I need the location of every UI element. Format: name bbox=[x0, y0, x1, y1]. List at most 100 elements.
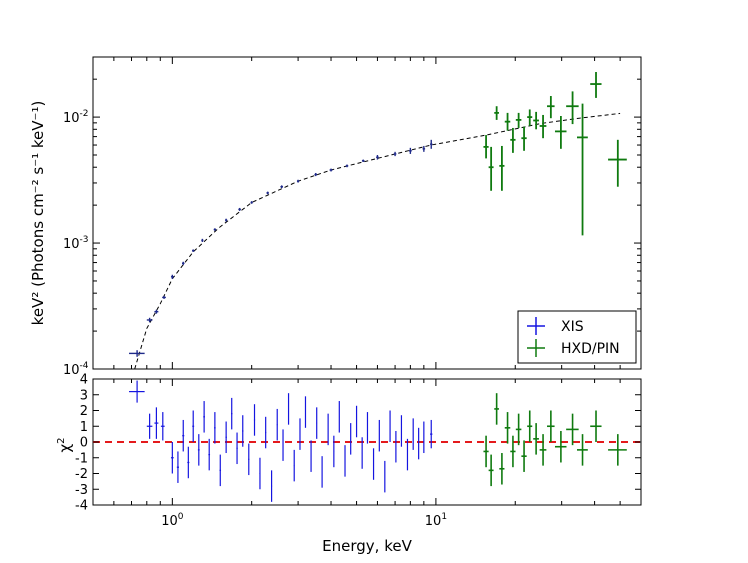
pin-residual bbox=[483, 435, 489, 468]
pin-residual bbox=[539, 434, 547, 466]
y-tick-label-exponent: -3 bbox=[80, 235, 89, 245]
residual-points bbox=[129, 380, 627, 502]
spectrum-y-axis-label: keV² (Photons cm⁻² s⁻¹ keV⁻¹) bbox=[29, 101, 47, 326]
pin-point bbox=[608, 139, 627, 187]
y-tick-label-base: 10 bbox=[63, 111, 80, 126]
xis-residual bbox=[231, 397, 233, 430]
xis-residual bbox=[287, 393, 290, 425]
legend-marker-pin bbox=[527, 339, 545, 357]
xis-residual bbox=[192, 410, 195, 442]
pin-point bbox=[494, 106, 499, 120]
xis-point bbox=[393, 151, 397, 157]
legend-label-pin: HXD/PIN bbox=[561, 341, 620, 357]
y-tick-label: -2 bbox=[75, 467, 88, 482]
pin-residual bbox=[576, 434, 588, 466]
pin-point bbox=[483, 135, 489, 159]
xis-residual bbox=[430, 419, 433, 449]
xis-residual bbox=[310, 440, 312, 472]
pin-residual bbox=[488, 454, 494, 487]
xis-residual bbox=[276, 408, 278, 441]
pin-point bbox=[488, 146, 494, 191]
xis-point bbox=[238, 207, 241, 211]
y-tick-label-base: 10 bbox=[63, 363, 80, 378]
y-tick-label: 3 bbox=[80, 388, 88, 403]
xis-point bbox=[146, 317, 153, 323]
xis-point bbox=[361, 159, 365, 163]
legend: XIS HXD/PIN bbox=[517, 310, 637, 364]
xis-residual bbox=[154, 407, 159, 439]
xis-residual bbox=[338, 401, 340, 433]
xis-residual bbox=[282, 429, 284, 461]
xis-residual bbox=[259, 457, 261, 490]
pin-point bbox=[547, 96, 555, 119]
xis-residual bbox=[321, 456, 323, 488]
pin-residual bbox=[504, 412, 511, 444]
y-tick-label: 10-3 bbox=[63, 235, 89, 252]
pin-point bbox=[510, 127, 516, 153]
pin-residual bbox=[527, 410, 533, 442]
y-tick-label: 2 bbox=[80, 404, 88, 419]
xis-point bbox=[314, 172, 318, 177]
x-axis-label: Energy, keV bbox=[322, 537, 412, 555]
y-tick-label: 0 bbox=[80, 436, 88, 451]
pin-point bbox=[504, 112, 511, 131]
xis-residual bbox=[182, 419, 185, 452]
xis-point bbox=[225, 218, 228, 222]
xis-point bbox=[266, 191, 269, 195]
y-tick-label-exponent: -2 bbox=[80, 109, 89, 119]
xis-residual bbox=[265, 416, 267, 449]
pin-residual bbox=[566, 413, 579, 446]
pin-point bbox=[521, 126, 527, 151]
xis-point bbox=[329, 168, 333, 172]
xis-point bbox=[280, 185, 284, 189]
pin-residual bbox=[494, 393, 499, 425]
spectrum-x-ticks bbox=[92, 57, 642, 369]
y-tick-label: 1 bbox=[80, 420, 88, 435]
xis-residual bbox=[203, 401, 205, 433]
pin-point bbox=[566, 91, 579, 125]
xis-residual bbox=[225, 421, 227, 454]
x-tick-label-base: 10 bbox=[161, 514, 178, 529]
pin-residual bbox=[554, 430, 567, 463]
xis-residual bbox=[197, 434, 200, 466]
xis-residual bbox=[187, 446, 190, 479]
xis-point bbox=[430, 139, 433, 149]
xis-residual bbox=[170, 442, 174, 474]
legend-box bbox=[517, 310, 637, 364]
xis-residual bbox=[208, 438, 211, 471]
x-tick-label-exponent: 0 bbox=[178, 512, 184, 522]
pin-residual bbox=[590, 410, 602, 442]
pin-residual bbox=[515, 413, 522, 446]
xis-point bbox=[408, 147, 412, 154]
pin-point bbox=[527, 109, 533, 126]
y-tick-label: 10-4 bbox=[63, 361, 89, 378]
xis-residual bbox=[333, 435, 335, 468]
pin-point bbox=[554, 116, 567, 149]
pin-point bbox=[499, 145, 505, 191]
xis-residual bbox=[293, 449, 295, 482]
xis-residual bbox=[248, 443, 250, 476]
spectrum-panel: 10-410-310-2 XIS HXD/PIN keV² (Photons c… bbox=[29, 56, 642, 378]
pin-residual bbox=[499, 453, 505, 485]
xis-point bbox=[170, 274, 174, 279]
xis-residual bbox=[344, 445, 346, 477]
pin-residual bbox=[608, 434, 627, 466]
xis-residual bbox=[304, 396, 307, 428]
xis-point bbox=[296, 179, 300, 183]
xis-residual bbox=[219, 454, 222, 487]
x-tick-label-base: 10 bbox=[425, 514, 442, 529]
xis-point bbox=[162, 295, 166, 299]
pin-point bbox=[515, 112, 522, 128]
x-tick-label: 100 bbox=[161, 512, 184, 529]
pin-point bbox=[576, 103, 588, 236]
xis-point bbox=[192, 249, 195, 252]
pin-residual bbox=[510, 435, 516, 468]
pin-residual bbox=[533, 423, 539, 455]
spectrum-points bbox=[129, 72, 627, 357]
xis-point bbox=[154, 309, 159, 314]
xis-residual bbox=[214, 412, 216, 444]
xis-residual bbox=[236, 432, 238, 465]
